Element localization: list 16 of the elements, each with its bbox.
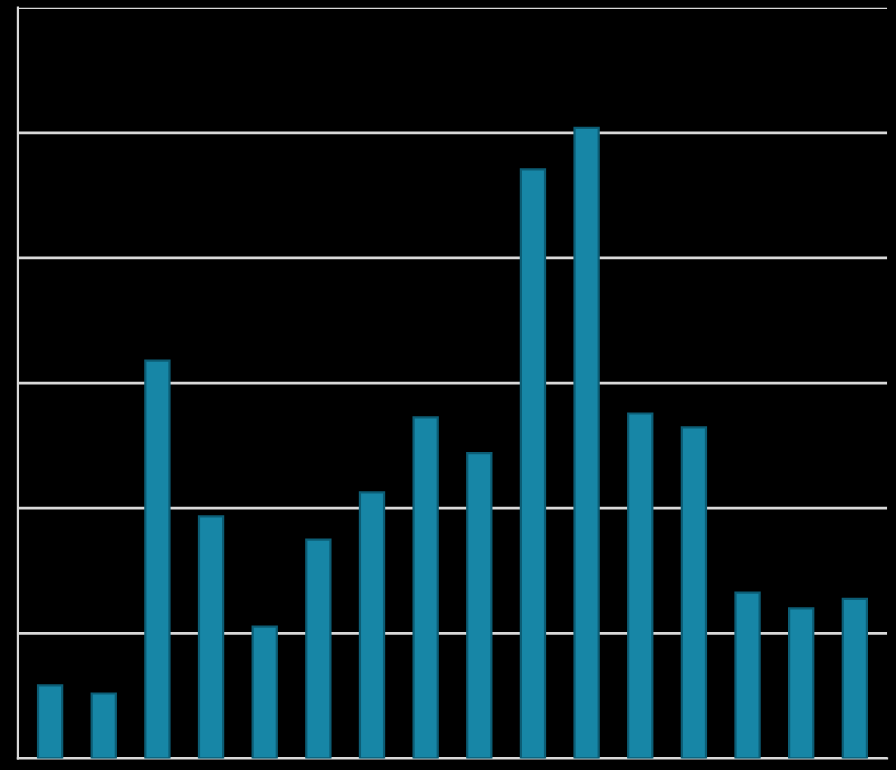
bar <box>734 591 761 759</box>
bar <box>197 515 225 759</box>
bar <box>358 491 386 759</box>
bar <box>466 452 493 759</box>
bar <box>412 416 439 759</box>
bar <box>519 168 547 759</box>
bar <box>90 692 117 759</box>
bar <box>680 426 708 759</box>
bar <box>251 625 278 759</box>
bar <box>36 684 64 759</box>
bar <box>788 607 815 759</box>
bar <box>627 412 654 759</box>
bar <box>144 359 171 759</box>
bar <box>841 597 869 759</box>
bar <box>305 538 332 759</box>
bar <box>573 126 600 759</box>
